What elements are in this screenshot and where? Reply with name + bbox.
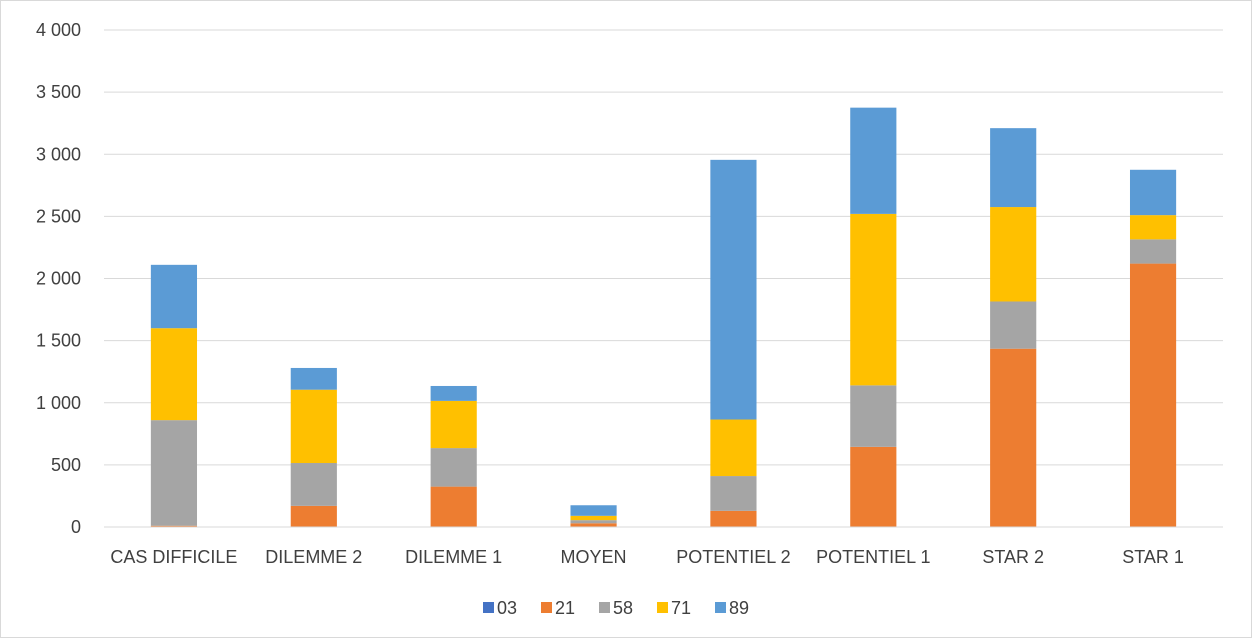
legend-swatch-58 bbox=[599, 602, 610, 613]
legend-label: 21 bbox=[555, 598, 575, 618]
bar-segment-71 bbox=[570, 515, 617, 521]
x-tick-label: DILEMME 2 bbox=[265, 547, 362, 567]
y-tick-label: 3 000 bbox=[36, 144, 81, 164]
x-tick-label: POTENTIEL 2 bbox=[676, 547, 790, 567]
x-tick-label: CAS DIFFICILE bbox=[110, 547, 237, 567]
bar-segment-58 bbox=[150, 420, 198, 526]
bar-segment-21 bbox=[430, 486, 477, 527]
bar-segment-58 bbox=[990, 301, 1037, 349]
bar-segment-21 bbox=[850, 446, 897, 527]
bar-segment-89 bbox=[1129, 169, 1177, 216]
bar-segment-89 bbox=[850, 107, 897, 214]
x-tick-label: STAR 1 bbox=[1122, 547, 1184, 567]
bar-segment-58 bbox=[430, 448, 477, 487]
bar-segment-58 bbox=[850, 385, 897, 447]
y-tick-label: 2 500 bbox=[36, 206, 81, 226]
y-tick-label: 2 000 bbox=[36, 269, 81, 289]
bar-segment-71 bbox=[150, 328, 198, 421]
bar-segment-89 bbox=[290, 367, 337, 390]
legend-label: 03 bbox=[497, 598, 517, 618]
bar-segment-21 bbox=[1129, 263, 1177, 527]
bar-segment-89 bbox=[710, 159, 757, 420]
legend-label: 71 bbox=[671, 598, 691, 618]
legend-swatch-21 bbox=[541, 602, 552, 613]
legend-label: 58 bbox=[613, 598, 633, 618]
y-tick-label: 500 bbox=[51, 455, 81, 475]
bar-segment-21 bbox=[290, 505, 337, 527]
bar-segment-58 bbox=[710, 476, 757, 511]
bar-segment-21 bbox=[570, 523, 617, 527]
bar-segment-89 bbox=[430, 385, 477, 401]
bar-segment-21 bbox=[710, 510, 757, 527]
bar-segment-71 bbox=[990, 207, 1037, 302]
bar-segment-58 bbox=[570, 520, 617, 524]
x-tick-label: MOYEN bbox=[561, 547, 627, 567]
bar-segment-71 bbox=[850, 213, 897, 386]
bar-segment-71 bbox=[290, 389, 337, 464]
x-tick-label: DILEMME 1 bbox=[405, 547, 502, 567]
bar-segment-89 bbox=[990, 128, 1037, 208]
y-tick-label: 1 000 bbox=[36, 393, 81, 413]
bar-segment-21 bbox=[150, 525, 198, 527]
legend-swatch-03 bbox=[483, 602, 494, 613]
y-tick-label: 3 500 bbox=[36, 82, 81, 102]
x-tick-label: STAR 2 bbox=[982, 547, 1044, 567]
legend-swatch-89 bbox=[715, 602, 726, 613]
bar-segment-71 bbox=[1129, 215, 1177, 240]
bar-segment-58 bbox=[1129, 239, 1177, 264]
y-tick-label: 1 500 bbox=[36, 331, 81, 351]
bar-segment-58 bbox=[290, 463, 337, 506]
bar-segment-21 bbox=[990, 348, 1037, 527]
bar-segment-71 bbox=[430, 400, 477, 449]
legend-label: 89 bbox=[729, 598, 749, 618]
y-tick-label: 0 bbox=[71, 517, 81, 537]
bar-segment-71 bbox=[710, 419, 757, 477]
x-tick-label: POTENTIEL 1 bbox=[816, 547, 930, 567]
bar-segment-89 bbox=[570, 505, 617, 516]
y-tick-label: 4 000 bbox=[36, 20, 81, 40]
legend-swatch-71 bbox=[657, 602, 668, 613]
bar-segment-89 bbox=[150, 264, 198, 329]
